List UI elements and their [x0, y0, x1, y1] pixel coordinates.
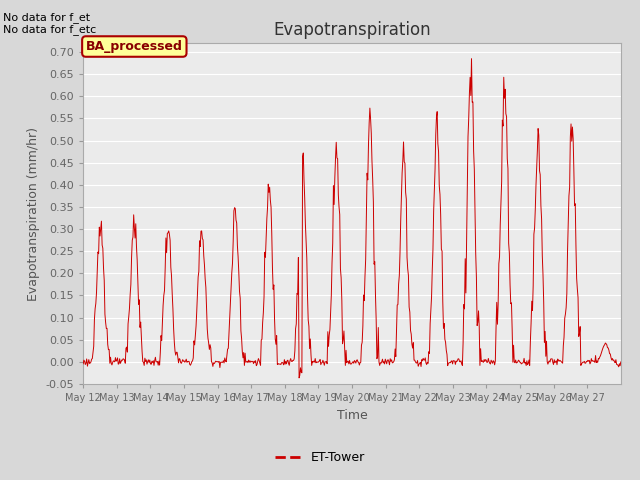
X-axis label: Time: Time — [337, 408, 367, 421]
Legend: ET-Tower: ET-Tower — [270, 446, 370, 469]
Text: BA_processed: BA_processed — [86, 40, 183, 53]
Y-axis label: Evapotranspiration (mm/hr): Evapotranspiration (mm/hr) — [27, 127, 40, 300]
Text: No data for f_et
No data for f_etc: No data for f_et No data for f_etc — [3, 12, 97, 36]
Title: Evapotranspiration: Evapotranspiration — [273, 21, 431, 39]
